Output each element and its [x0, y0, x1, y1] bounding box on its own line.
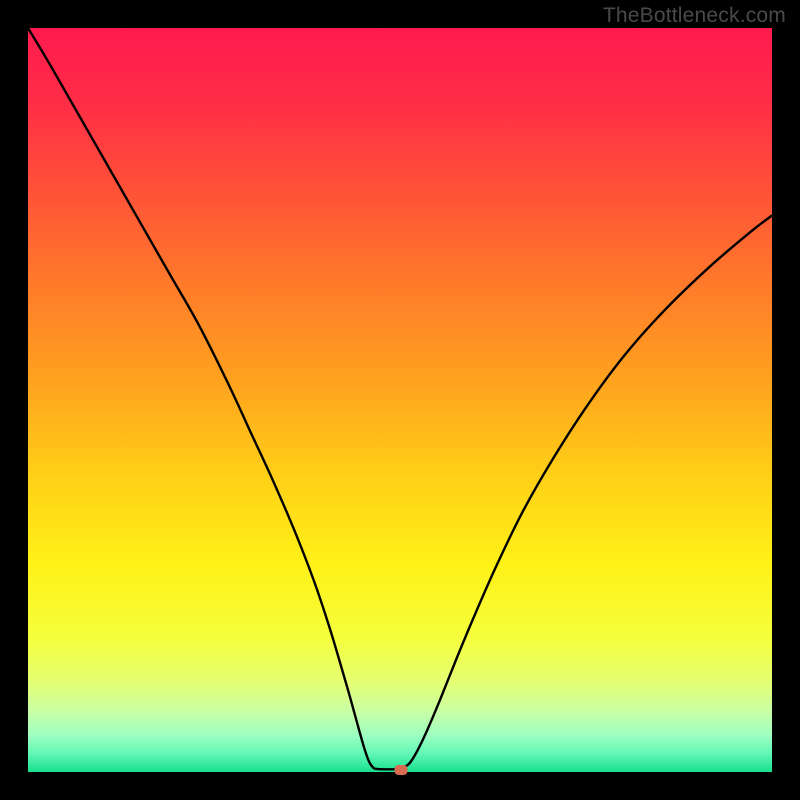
bottleneck-curve: [28, 28, 772, 772]
optimal-point-marker: [395, 765, 408, 775]
watermark-text: TheBottleneck.com: [603, 4, 786, 28]
plot-area: [28, 28, 772, 772]
